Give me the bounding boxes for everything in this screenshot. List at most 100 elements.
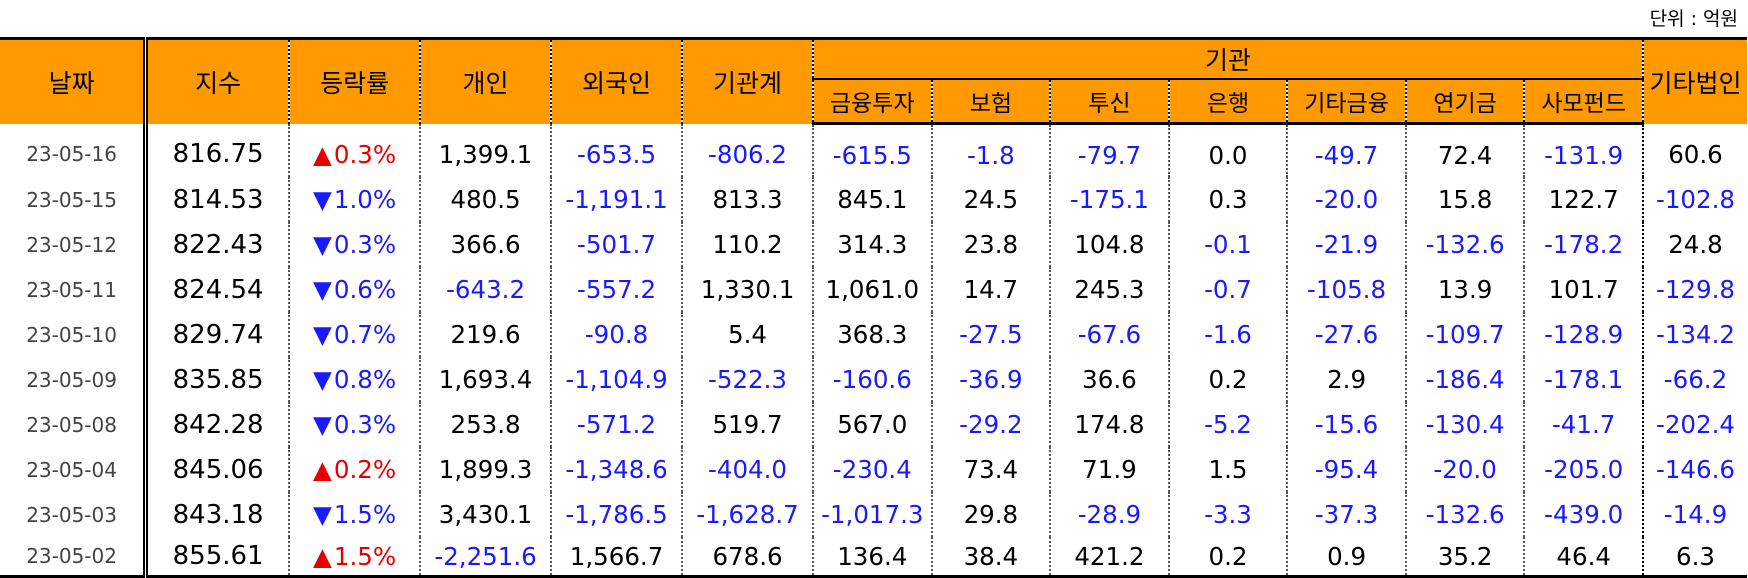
cell-investment-trust: 71.9: [1050, 447, 1170, 492]
cell-investment-trust: -67.6: [1050, 312, 1170, 357]
header-financial-investment: 금융투자: [813, 79, 933, 125]
cell-individual: 480.5: [420, 177, 553, 222]
cell-index: 814.53: [145, 177, 291, 222]
cell-index: 824.54: [145, 267, 291, 312]
change-value: 0.2%: [333, 455, 397, 484]
cell-other-financial: -21.9: [1287, 222, 1407, 267]
cell-index: 835.85: [145, 357, 291, 402]
cell-pension: -132.6: [1405, 222, 1526, 267]
cell-change: ▼0.8%: [289, 357, 422, 402]
cell-private-fund: -131.9: [1524, 123, 1644, 177]
cell-change: ▼0.6%: [289, 267, 422, 312]
cell-pension: -132.6: [1405, 492, 1526, 537]
cell-index: 829.74: [145, 312, 291, 357]
header-investment-trust: 투신: [1050, 79, 1170, 125]
cell-index: 822.43: [145, 222, 291, 267]
change-value: 1.0%: [333, 185, 397, 214]
table-row: 23-05-03 843.18 ▼1.5% 3,430.1 -1,786.5 -1,628…: [0, 492, 1747, 537]
change-value: 0.3%: [333, 139, 397, 169]
cell-date: 23-05-16: [0, 123, 149, 177]
table-row: 23-05-12 822.43 ▼0.3% 366.6 -501.7 110.2 314.3…: [0, 222, 1747, 267]
triangle-down-icon: ▼: [313, 230, 332, 259]
unit-label: 단위 : 억원: [1649, 8, 1738, 30]
triangle-down-icon: ▼: [313, 275, 332, 304]
cell-foreign: -557.2: [551, 267, 684, 312]
cell-change: ▼0.7%: [289, 312, 422, 357]
cell-other-corporation: 24.8: [1668, 230, 1723, 259]
change-value: 0.3%: [333, 410, 397, 439]
cell-foreign: -1,191.1: [551, 177, 684, 222]
cell-other-corporation: -66.2: [1663, 365, 1728, 394]
cell-institution-total: -522.3: [682, 357, 815, 402]
table-row: 23-05-09 835.85 ▼0.8% 1,693.4 -1,104.9 -522.3…: [0, 357, 1747, 402]
cell-pension: -20.0: [1405, 447, 1526, 492]
cell-bank: -1.6: [1168, 312, 1289, 357]
table-row: 23-05-16 816.75 ▲0.3% 1,399.1 -653.5 -806.2 -6…: [0, 123, 1747, 177]
cell-insurance: 23.8: [931, 222, 1052, 267]
triangle-up-icon: ▲: [313, 541, 332, 571]
cell-index: 855.61: [145, 537, 291, 578]
cell-institution-total: 519.7: [682, 402, 815, 447]
table-body: 23-05-16 816.75 ▲0.3% 1,399.1 -653.5 -806.2 -6…: [0, 123, 1747, 578]
change-value: 1.5%: [333, 541, 397, 571]
cell-financial-investment: -615.5: [813, 123, 933, 177]
change-value: 0.8%: [333, 365, 397, 394]
cell-financial-investment: 314.3: [813, 222, 933, 267]
cell-private-fund: -439.0: [1524, 492, 1644, 537]
cell-other-financial: -15.6: [1287, 402, 1407, 447]
cell-bank: -3.3: [1168, 492, 1289, 537]
cell-institution-total: 813.3: [682, 177, 815, 222]
triangle-down-icon: ▼: [313, 410, 332, 439]
table-row: 23-05-08 842.28 ▼0.3% 253.8 -571.2 519.7 567.0…: [0, 402, 1747, 447]
table-row: 23-05-02 855.61 ▲1.5% -2,251.6 1,566.7 678.6 1…: [0, 537, 1747, 578]
cell-change: ▲0.3%: [289, 123, 422, 177]
cell-private-fund: -205.0: [1524, 447, 1644, 492]
cell-change: ▲0.2%: [289, 447, 422, 492]
cell-institution-total: 1,330.1: [682, 267, 815, 312]
cell-date: 23-05-04: [0, 447, 149, 492]
cell-private-fund: -128.9: [1524, 312, 1644, 357]
header-pension: 연기금: [1405, 79, 1526, 125]
cell-foreign: 1,566.7: [551, 537, 684, 578]
cell-index: 845.06: [145, 447, 291, 492]
cell-date: 23-05-02: [0, 537, 149, 578]
cell-financial-investment: -160.6: [813, 357, 933, 402]
cell-individual: 3,430.1: [420, 492, 553, 537]
cell-date: 23-05-08: [0, 402, 149, 447]
cell-institution-total: -806.2: [682, 123, 815, 177]
cell-index: 816.75: [145, 123, 291, 177]
cell-private-fund: 101.7: [1524, 267, 1644, 312]
triangle-up-icon: ▲: [313, 455, 332, 484]
table-row: 23-05-11 824.54 ▼0.6% -643.2 -557.2 1,330.1 1,…: [0, 267, 1747, 312]
cell-other-corporation: -134.2: [1655, 320, 1735, 349]
cell-financial-investment: 567.0: [813, 402, 933, 447]
header-change: 등락률: [289, 37, 422, 124]
header-institution-total: 기관계: [682, 37, 815, 124]
cell-investment-trust: 36.6: [1050, 357, 1170, 402]
cell-change: ▼1.0%: [289, 177, 422, 222]
cell-pension: 72.4: [1405, 123, 1526, 177]
header-other-corporation: 기타법인: [1642, 37, 1747, 124]
cell-insurance: 24.5: [931, 177, 1052, 222]
header-date: 날짜: [0, 37, 149, 124]
cell-bank: 0.3: [1168, 177, 1289, 222]
cell-private-fund: -41.7: [1524, 402, 1644, 447]
cell-financial-investment: -1,017.3: [813, 492, 933, 537]
cell-financial-investment: 368.3: [813, 312, 933, 357]
cell-individual: 1,693.4: [420, 357, 553, 402]
cell-individual: 1,899.3: [420, 447, 553, 492]
cell-financial-investment: 845.1: [813, 177, 933, 222]
header-private-fund: 사모펀드: [1524, 79, 1644, 125]
cell-index: 843.18: [145, 492, 291, 537]
cell-foreign: -1,348.6: [551, 447, 684, 492]
cell-date: 23-05-15: [0, 177, 149, 222]
cell-other-financial: -20.0: [1287, 177, 1407, 222]
cell-date: 23-05-12: [0, 222, 149, 267]
cell-pension: 15.8: [1405, 177, 1526, 222]
cell-private-fund: -178.1: [1524, 357, 1644, 402]
cell-other-financial: -37.3: [1287, 492, 1407, 537]
cell-bank: 1.5: [1168, 447, 1289, 492]
header-index: 지수: [145, 37, 291, 124]
cell-insurance: -1.8: [931, 123, 1052, 177]
triangle-down-icon: ▼: [313, 365, 332, 394]
